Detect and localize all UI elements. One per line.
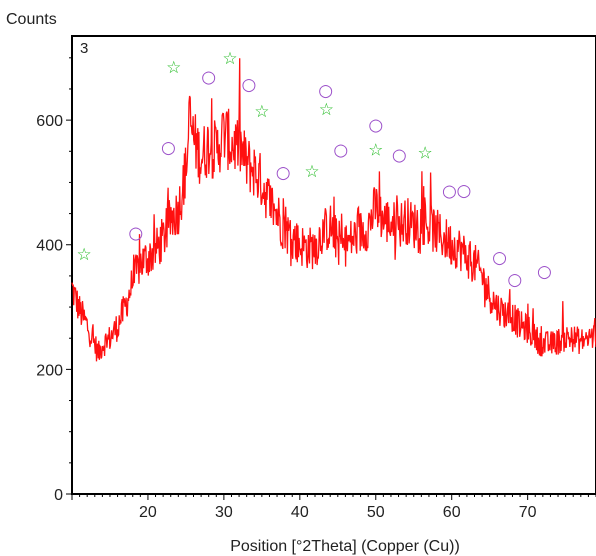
star-marker: ☆ — [319, 100, 334, 120]
circle-marker: ○ — [333, 140, 348, 160]
x-tick-label: 40 — [291, 504, 309, 521]
star-marker: ☆ — [368, 140, 383, 160]
y-axis-title: Counts — [6, 11, 57, 28]
phase-markers: ☆☆ ☆☆☆☆☆ ☆○○○ ○○○○○○○ ○○○ ○ — [77, 49, 552, 290]
circle-marker: ○ — [442, 182, 457, 202]
panel-label: 3 — [80, 40, 88, 57]
star-marker: ☆ — [304, 162, 319, 182]
x-axis-title: Position [°2Theta] (Copper (Cu)) — [230, 538, 460, 555]
star-marker: ☆ — [254, 102, 269, 122]
star-marker: ☆ — [77, 245, 92, 265]
plot-frame — [71, 35, 596, 495]
circle-marker: ○ — [201, 68, 216, 88]
circle-marker: ○ — [161, 138, 176, 158]
circle-marker: ○ — [276, 163, 291, 183]
circle-marker: ○ — [507, 270, 522, 290]
circle-marker: ○ — [128, 223, 143, 243]
x-tick-label: 50 — [367, 504, 385, 521]
circle-marker: ○ — [492, 248, 507, 268]
x-tick-label: 30 — [215, 504, 233, 521]
circle-marker: ○ — [537, 262, 552, 282]
circle-marker: ○ — [392, 145, 407, 165]
y-tick-label: 400 — [36, 238, 63, 255]
x-tick-label: 20 — [139, 504, 157, 521]
x-tick-label: 70 — [519, 504, 537, 521]
circle-marker: ○ — [318, 81, 333, 101]
circle-marker: ○ — [242, 75, 257, 95]
circle-marker: ○ — [456, 181, 471, 201]
star-marker: ☆ — [418, 144, 433, 164]
x-tick-label: 60 — [443, 504, 461, 521]
y-tick-label: 0 — [54, 487, 63, 504]
star-marker: ☆ — [222, 49, 237, 69]
diffraction-trace — [71, 58, 596, 362]
y-tick-label: 600 — [36, 113, 63, 130]
axes: 20 30 40 50 60 70 0 200 400 600 — [36, 57, 596, 521]
trace-line — [71, 58, 596, 362]
circle-marker: ○ — [368, 115, 383, 135]
y-tick-label: 200 — [36, 362, 63, 379]
star-marker: ☆ — [166, 58, 181, 78]
